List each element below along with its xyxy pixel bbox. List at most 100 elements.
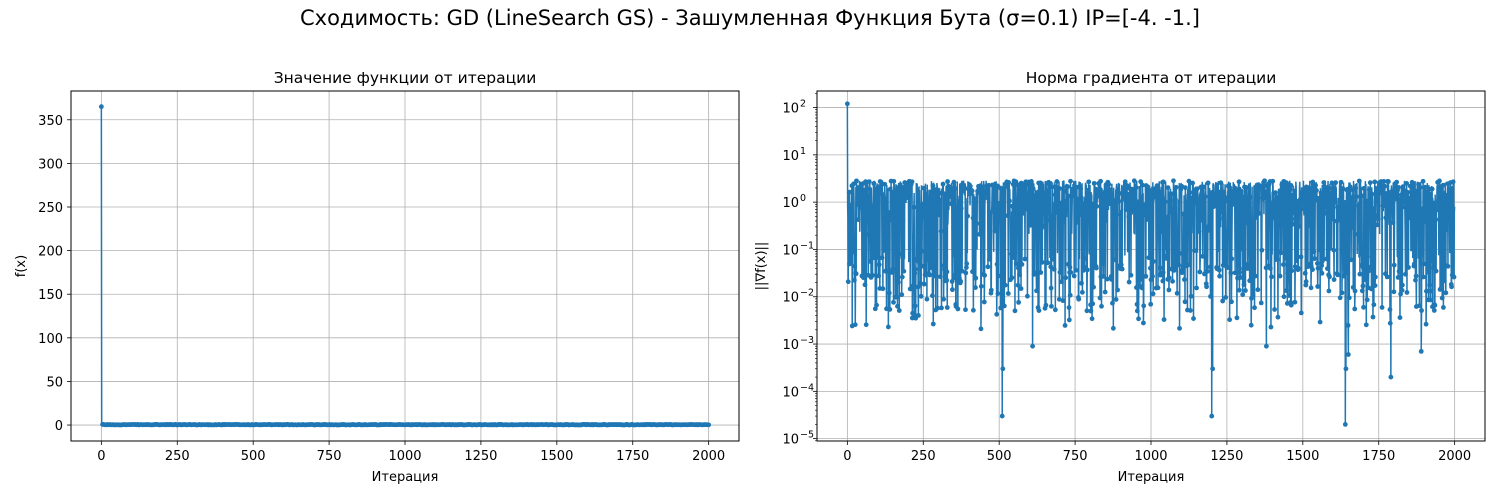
series-point bbox=[1445, 263, 1451, 269]
x-tick-label: 500 bbox=[241, 449, 266, 464]
series-point bbox=[1410, 186, 1416, 192]
series-point bbox=[1048, 264, 1054, 270]
series-point bbox=[1358, 251, 1364, 257]
series-point bbox=[1196, 229, 1202, 234]
series-point bbox=[1243, 288, 1248, 293]
series-point bbox=[1225, 183, 1231, 189]
series-point bbox=[1091, 180, 1097, 186]
series-point bbox=[1371, 302, 1377, 308]
series-point bbox=[1106, 182, 1112, 187]
series-point bbox=[1102, 289, 1108, 295]
series-point bbox=[929, 193, 935, 199]
series-point bbox=[1041, 223, 1047, 229]
series-point bbox=[1093, 265, 1099, 271]
series-point bbox=[1076, 296, 1082, 302]
series-point bbox=[1217, 273, 1223, 279]
series-point bbox=[1247, 194, 1253, 200]
series-point bbox=[1314, 261, 1320, 266]
series-point bbox=[1053, 184, 1059, 190]
series-point bbox=[1104, 276, 1110, 282]
series-point bbox=[1221, 216, 1226, 222]
series-point bbox=[1296, 223, 1302, 229]
series-point bbox=[1099, 303, 1104, 309]
series-point bbox=[1007, 198, 1012, 204]
series-point bbox=[1075, 196, 1081, 202]
series-point bbox=[1040, 197, 1046, 203]
series-point bbox=[1190, 180, 1195, 186]
series-point bbox=[1134, 301, 1140, 307]
series-point bbox=[935, 305, 940, 311]
series-point bbox=[1273, 190, 1278, 196]
series-point bbox=[943, 255, 949, 261]
series-point bbox=[1230, 192, 1236, 198]
series-point bbox=[1277, 273, 1283, 279]
y-tick-label: 100 bbox=[38, 332, 63, 347]
series-point bbox=[1126, 279, 1132, 285]
series-point bbox=[964, 261, 970, 267]
series-point bbox=[1043, 302, 1049, 308]
series-point bbox=[942, 191, 948, 197]
series-point bbox=[1267, 266, 1273, 271]
series-point bbox=[1353, 185, 1359, 191]
series-point bbox=[1384, 274, 1390, 280]
series-point bbox=[1056, 296, 1062, 302]
series-point bbox=[1399, 287, 1405, 293]
series-point bbox=[1049, 184, 1055, 190]
series-point bbox=[977, 231, 982, 237]
series-point bbox=[1005, 291, 1011, 296]
series-point bbox=[1119, 266, 1125, 272]
series-point bbox=[1168, 198, 1174, 203]
series-point bbox=[956, 261, 961, 267]
series-point bbox=[1081, 222, 1087, 228]
series-point bbox=[876, 262, 882, 268]
series-point bbox=[941, 296, 947, 302]
series-point bbox=[1335, 217, 1341, 223]
y-tick-exponent: −4 bbox=[800, 382, 814, 393]
grid-lines bbox=[71, 91, 739, 441]
series-point bbox=[1169, 191, 1175, 197]
series-point bbox=[1269, 200, 1275, 206]
series-point bbox=[1441, 305, 1446, 310]
series-point bbox=[1303, 282, 1309, 288]
y-tick-label: 150 bbox=[38, 288, 63, 303]
series-point bbox=[1161, 179, 1166, 185]
series-point bbox=[1022, 256, 1028, 262]
series-point bbox=[1133, 185, 1139, 190]
x-tick-label: 2000 bbox=[1438, 449, 1471, 464]
series-point bbox=[1395, 274, 1401, 280]
series-point bbox=[929, 293, 935, 299]
series-point bbox=[858, 185, 864, 191]
series-point bbox=[1183, 200, 1189, 205]
series-point bbox=[1390, 220, 1396, 225]
series-point bbox=[1047, 217, 1052, 223]
series-point bbox=[1309, 186, 1315, 191]
y-tick-label: 10 bbox=[782, 102, 799, 117]
series-point bbox=[1321, 180, 1327, 185]
series-point bbox=[967, 183, 973, 189]
x-tick-label: 1000 bbox=[1134, 449, 1167, 464]
series-point bbox=[1360, 265, 1366, 271]
series-point bbox=[1151, 189, 1157, 195]
series-point bbox=[1404, 290, 1410, 295]
series-point bbox=[870, 272, 875, 278]
series-point bbox=[1381, 179, 1387, 184]
series-point bbox=[1372, 179, 1378, 185]
series-point bbox=[1094, 203, 1100, 209]
series-point bbox=[1100, 273, 1106, 279]
series-point bbox=[1343, 366, 1349, 372]
series-point bbox=[1002, 282, 1008, 288]
series-point bbox=[1120, 190, 1125, 196]
series-point bbox=[1243, 185, 1249, 190]
series-point bbox=[1089, 222, 1094, 228]
series-point bbox=[1413, 273, 1419, 279]
series-point bbox=[978, 283, 984, 289]
series-point bbox=[1260, 196, 1266, 202]
chart-function-value: Значение функции от итерации 0 250 500 750 1… bbox=[14, 69, 740, 485]
series-point bbox=[1295, 265, 1301, 271]
series-point bbox=[1254, 182, 1260, 188]
series-point bbox=[1236, 287, 1242, 293]
series-point bbox=[1020, 210, 1026, 216]
series-point bbox=[98, 104, 104, 110]
y-tick-label: 350 bbox=[38, 114, 63, 129]
series-point bbox=[1360, 283, 1366, 289]
